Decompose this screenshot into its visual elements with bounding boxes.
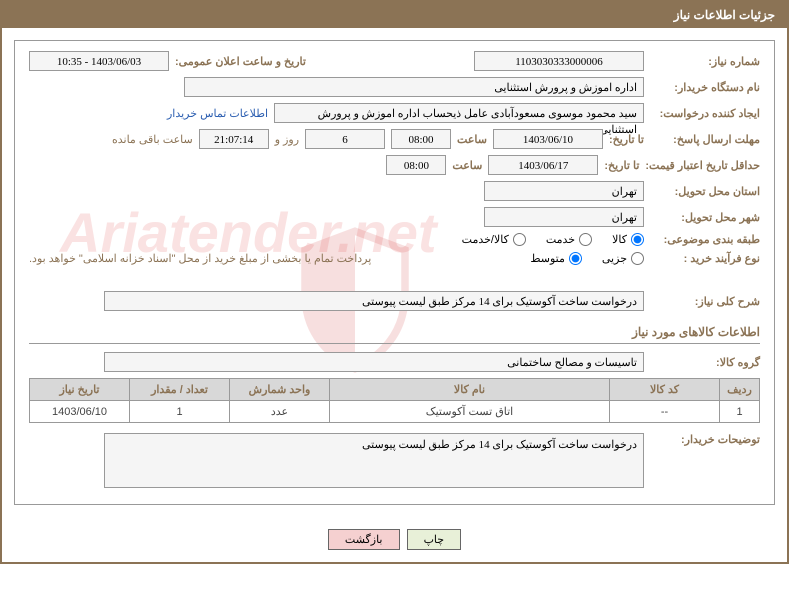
remaining-label: ساعت باقی مانده: [112, 133, 193, 146]
proc-partial-radio[interactable]: [631, 252, 644, 265]
validity-date-value: 1403/06/17: [488, 155, 598, 175]
goods-group-value: تاسیسات و مصالح ساختمانی: [104, 352, 644, 372]
td-code: --: [610, 401, 720, 423]
rooz-va-label: روز و: [275, 133, 299, 146]
cat-goods-label: کالا: [612, 233, 627, 246]
td-unit: عدد: [230, 401, 330, 423]
response-date-value: 1403/06/10: [493, 129, 603, 149]
requester-value: سید محمود موسوی مسعودآبادی عامل ذیحساب ا…: [274, 103, 644, 123]
city-value: تهران: [484, 207, 644, 227]
th-name: نام کالا: [330, 379, 610, 401]
category-label: طبقه بندی موضوعی:: [650, 233, 760, 246]
announce-datetime-label: تاریخ و ساعت اعلان عمومی:: [175, 55, 306, 68]
desc-label: شرح کلی نیاز:: [650, 295, 760, 308]
province-label: استان محل تحویل:: [650, 185, 760, 198]
td-qty: 1: [130, 401, 230, 423]
buyer-org-label: نام دستگاه خریدار:: [650, 81, 760, 94]
td-date: 1403/06/10: [30, 401, 130, 423]
cat-service-option[interactable]: خدمت: [546, 233, 592, 246]
requester-label: ایجاد کننده درخواست:: [650, 107, 760, 120]
category-radio-group: کالا خدمت کالا/خدمت: [462, 233, 644, 246]
saat-label-1: ساعت: [457, 133, 487, 146]
days-value: 6: [305, 129, 385, 149]
province-value: تهران: [484, 181, 644, 201]
cat-both-radio[interactable]: [513, 233, 526, 246]
announce-datetime-value: 1403/06/03 - 10:35: [29, 51, 169, 71]
th-unit: واحد شمارش: [230, 379, 330, 401]
td-name: اتاق تست آکوستیک: [330, 401, 610, 423]
back-button[interactable]: بازگشت: [328, 529, 400, 550]
proc-medium-option[interactable]: متوسط: [530, 252, 582, 265]
goods-info-title: اطلاعات کالاهای مورد نیاز: [29, 325, 760, 344]
proc-partial-label: جزیی: [602, 252, 627, 265]
city-label: شهر محل تحویل:: [650, 211, 760, 224]
table-row: 1 -- اتاق تست آکوستیک عدد 1 1403/06/10: [30, 401, 760, 423]
saat-label-2: ساعت: [452, 159, 482, 172]
validity-time-value: 08:00: [386, 155, 446, 175]
cat-service-label: خدمت: [546, 233, 575, 246]
th-code: کد کالا: [610, 379, 720, 401]
validity-label: حداقل تاریخ اعتبار قیمت:: [645, 159, 760, 172]
cat-goods-radio[interactable]: [631, 233, 644, 246]
proc-medium-label: متوسط: [530, 252, 565, 265]
cat-both-label: کالا/خدمت: [462, 233, 509, 246]
cat-goods-option[interactable]: کالا: [612, 233, 644, 246]
remaining-time-value: 21:07:14: [199, 129, 269, 149]
process-label: نوع فرآیند خرید :: [650, 252, 760, 265]
proc-medium-radio[interactable]: [569, 252, 582, 265]
process-radio-group: جزیی متوسط: [530, 252, 644, 265]
th-row: ردیف: [720, 379, 760, 401]
need-number-label: شماره نیاز:: [650, 55, 760, 68]
response-deadline-label: مهلت ارسال پاسخ:: [650, 133, 760, 146]
details-panel: شماره نیاز: 1103030333000006 تاریخ و ساع…: [14, 40, 775, 505]
cat-service-radio[interactable]: [579, 233, 592, 246]
print-button[interactable]: چاپ: [407, 529, 462, 550]
th-qty: تعداد / مقدار: [130, 379, 230, 401]
need-number-value: 1103030333000006: [474, 51, 644, 71]
response-time-value: 08:00: [391, 129, 451, 149]
goods-table: ردیف کد کالا نام کالا واحد شمارش تعداد /…: [29, 378, 760, 423]
cat-both-option[interactable]: کالا/خدمت: [462, 233, 526, 246]
payment-note: پرداخت تمام یا بخشی از مبلغ خرید از محل …: [29, 252, 371, 265]
desc-value: درخواست ساخت آکوستیک برای 14 مرکز طبق لی…: [104, 291, 644, 311]
ta-date-label-2: تا تاریخ:: [604, 159, 639, 172]
page-header: جزئیات اطلاعات نیاز: [2, 2, 787, 28]
buyer-org-value: اداره اموزش و پرورش استثنایی: [184, 77, 644, 97]
td-row: 1: [720, 401, 760, 423]
buyer-notes-value: درخواست ساخت آکوستیک برای 14 مرکز طبق لی…: [104, 433, 644, 488]
buyer-notes-label: توضیحات خریدار:: [650, 433, 760, 446]
proc-partial-option[interactable]: جزیی: [602, 252, 644, 265]
buyer-contact-link[interactable]: اطلاعات تماس خریدار: [167, 107, 268, 120]
th-date: تاریخ نیاز: [30, 379, 130, 401]
ta-date-label-1: تا تاریخ:: [609, 133, 644, 146]
goods-group-label: گروه کالا:: [650, 356, 760, 369]
